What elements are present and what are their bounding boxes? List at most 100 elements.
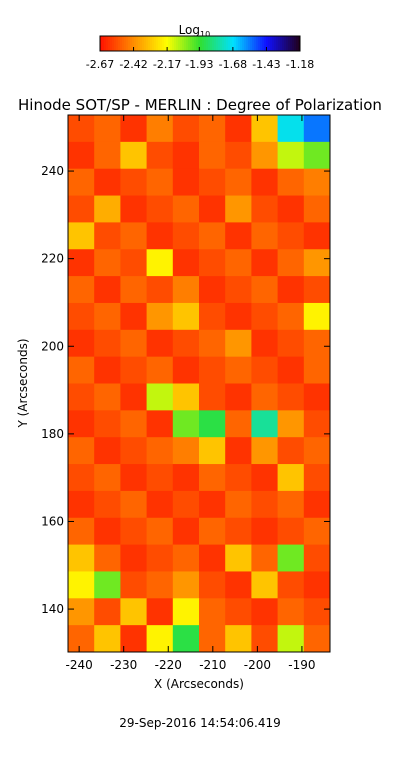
- heatmap-cell: [94, 276, 121, 304]
- colorbar-segment: [146, 36, 149, 51]
- heatmap-cell: [251, 464, 279, 492]
- heatmap-cell: [225, 437, 252, 465]
- heatmap-cell: [303, 276, 331, 304]
- colorbar-segment: [198, 36, 201, 51]
- heatmap-cell: [251, 410, 279, 438]
- colorbar-segment: [206, 36, 209, 51]
- colorbar-segment: [140, 36, 143, 51]
- y-tick-label: 180: [41, 427, 64, 441]
- heatmap-cell: [303, 329, 331, 358]
- heatmap-cell: [68, 302, 95, 331]
- heatmap-cell: [68, 490, 95, 519]
- heatmap-cell: [199, 517, 226, 546]
- colorbar-segment: [272, 36, 275, 51]
- heatmap-cell: [251, 276, 279, 304]
- colorbar-segment: [262, 36, 265, 51]
- heatmap-cell: [172, 464, 200, 492]
- heatmap-cell: [94, 302, 121, 331]
- heatmap-cell: [172, 249, 200, 277]
- colorbar-segment: [220, 36, 223, 51]
- colorbar-segment: [294, 36, 297, 51]
- colorbar-segment: [226, 36, 229, 51]
- colorbar-segment: [232, 36, 235, 51]
- heatmap-cell: [251, 625, 279, 653]
- heatmap-cell: [172, 195, 200, 223]
- colorbar-segment: [286, 36, 289, 51]
- heatmap-cell: [251, 571, 279, 599]
- heatmap-cell: [120, 517, 148, 546]
- heatmap-cell: [277, 302, 305, 331]
- colorbar-segment: [158, 36, 161, 51]
- colorbar-segment: [270, 36, 273, 51]
- heatmap-cell: [199, 168, 226, 197]
- heatmap-cell: [94, 464, 121, 492]
- colorbar-segment: [170, 36, 173, 51]
- heatmap-cell: [199, 437, 226, 465]
- heatmap-cell: [303, 356, 331, 384]
- heatmap-cell: [172, 625, 200, 653]
- heatmap-cell: [172, 276, 200, 304]
- heatmap-cell: [225, 141, 252, 170]
- colorbar-segment: [222, 36, 225, 51]
- colorbar-label-subscript: 10: [200, 30, 210, 39]
- colorbar-segment: [166, 36, 169, 51]
- heatmap-cell: [251, 141, 279, 170]
- heatmap-cell: [277, 464, 305, 492]
- colorbar-segment: [160, 36, 163, 51]
- heatmap-cell: [68, 115, 95, 143]
- heatmap-cell: [277, 598, 305, 626]
- heatmap-cell: [277, 410, 305, 438]
- heatmap-cell: [120, 249, 148, 277]
- heatmap-cell: [225, 571, 252, 599]
- heatmap-cell: [251, 302, 279, 331]
- heatmap-cell: [277, 168, 305, 197]
- colorbar-segment: [248, 36, 251, 51]
- heatmap-cell: [225, 356, 252, 384]
- heatmap-cell: [303, 517, 331, 546]
- heatmap-cell: [277, 329, 305, 358]
- heatmap-cell: [172, 410, 200, 438]
- colorbar-segment: [296, 36, 299, 51]
- heatmap-cell: [277, 141, 305, 170]
- heatmap-cell: [68, 168, 95, 197]
- heatmap-cell: [94, 222, 121, 250]
- heatmap-cell: [225, 464, 252, 492]
- heatmap-cell: [146, 141, 174, 170]
- colorbar-segment: [276, 36, 279, 51]
- heatmap-cell: [172, 302, 200, 331]
- heatmap-cell: [199, 329, 226, 358]
- colorbar-segment: [252, 36, 255, 51]
- heatmap-cell: [68, 356, 95, 384]
- heatmap-cell: [68, 437, 95, 465]
- heatmap-cell: [120, 625, 148, 653]
- heatmap-cell: [277, 490, 305, 519]
- heatmap-cell: [68, 383, 95, 411]
- heatmap-cell: [251, 517, 279, 546]
- heatmap-cell: [146, 625, 174, 653]
- heatmap-cell: [146, 544, 174, 572]
- colorbar-frame: [99, 35, 301, 52]
- colorbar-segment: [100, 36, 103, 51]
- colorbar-segment: [136, 36, 139, 51]
- heatmap-cell: [277, 276, 305, 304]
- colorbar-segment: [106, 36, 109, 51]
- heatmap-cell: [199, 195, 226, 223]
- heatmap-cell: [225, 410, 252, 438]
- colorbar-segment: [186, 36, 189, 51]
- heatmap-cell: [120, 329, 148, 358]
- heatmap-cell: [277, 571, 305, 599]
- colorbar-segment: [204, 36, 207, 51]
- heatmap-cell: [303, 222, 331, 250]
- heatmap-cell: [251, 329, 279, 358]
- colorbar-segment: [118, 36, 121, 51]
- heatmap-cell: [225, 598, 252, 626]
- colorbar-tick-label: -2.67: [86, 58, 114, 71]
- colorbar-segment: [132, 36, 135, 51]
- plot-frame: [67, 114, 331, 653]
- colorbar-segment: [268, 36, 271, 51]
- heatmap-cell: [172, 222, 200, 250]
- heatmap-cell: [120, 195, 148, 223]
- heatmap-cell: [303, 437, 331, 465]
- heatmap-cell: [251, 356, 279, 384]
